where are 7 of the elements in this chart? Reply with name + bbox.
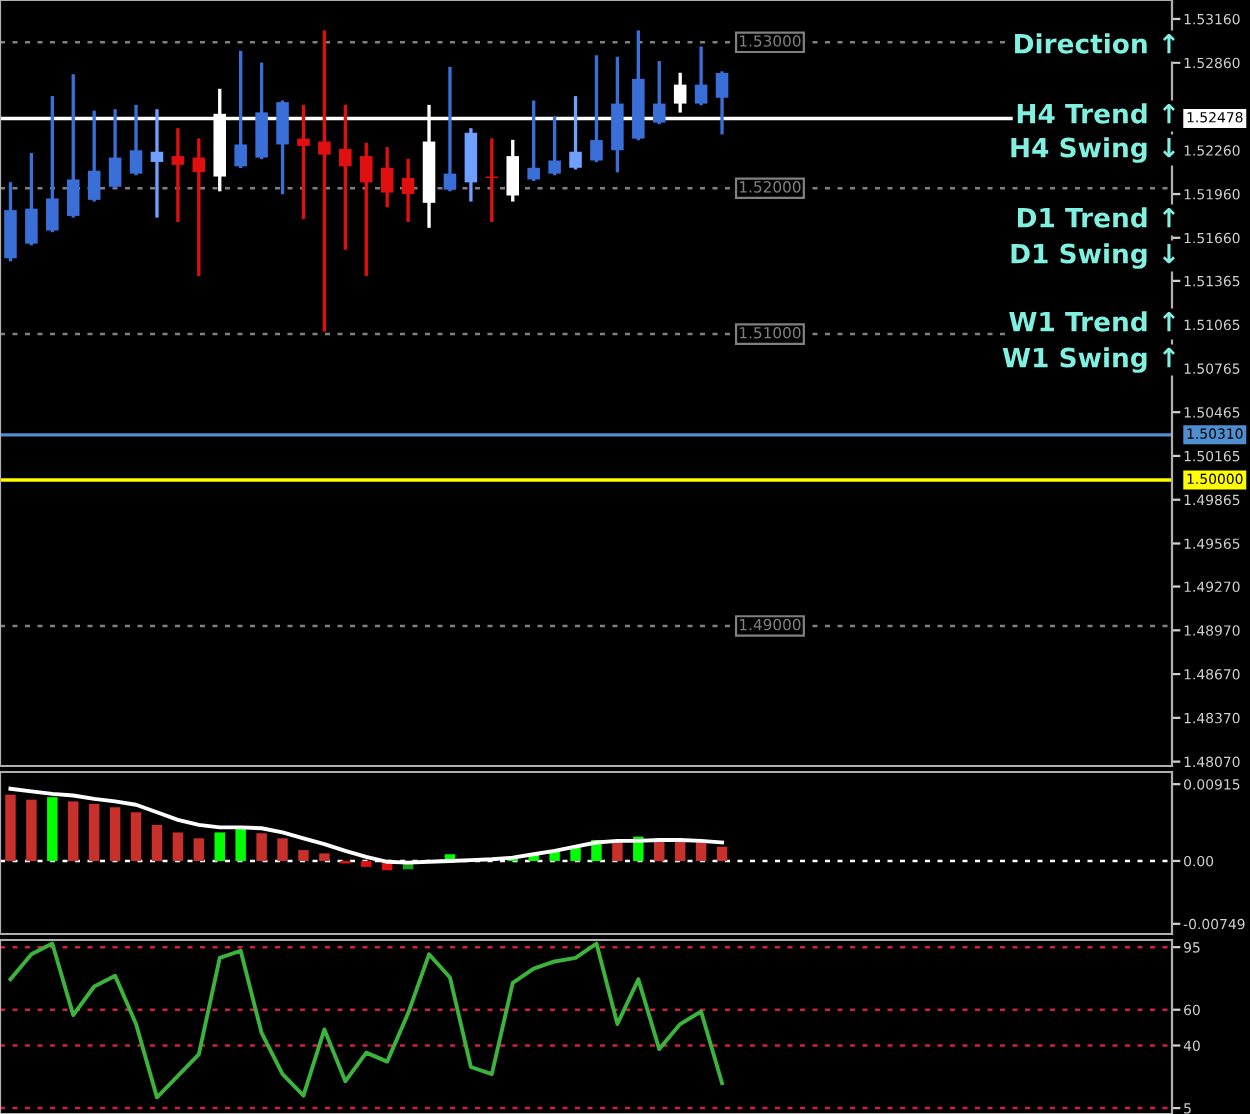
annotation: H4 Trend ↑ — [1017, 103, 1175, 124]
annotation: D1 Trend ↑ — [1017, 207, 1175, 228]
annotation: D1 Swing ↓ — [1011, 243, 1175, 269]
annotation: Direction ↑ — [1015, 33, 1175, 54]
annotation: W1 Swing ↑ — [1002, 347, 1175, 373]
annotation: H4 Swing ↓ — [1011, 137, 1175, 163]
annotation: W1 Trend ↑ — [1009, 311, 1175, 332]
